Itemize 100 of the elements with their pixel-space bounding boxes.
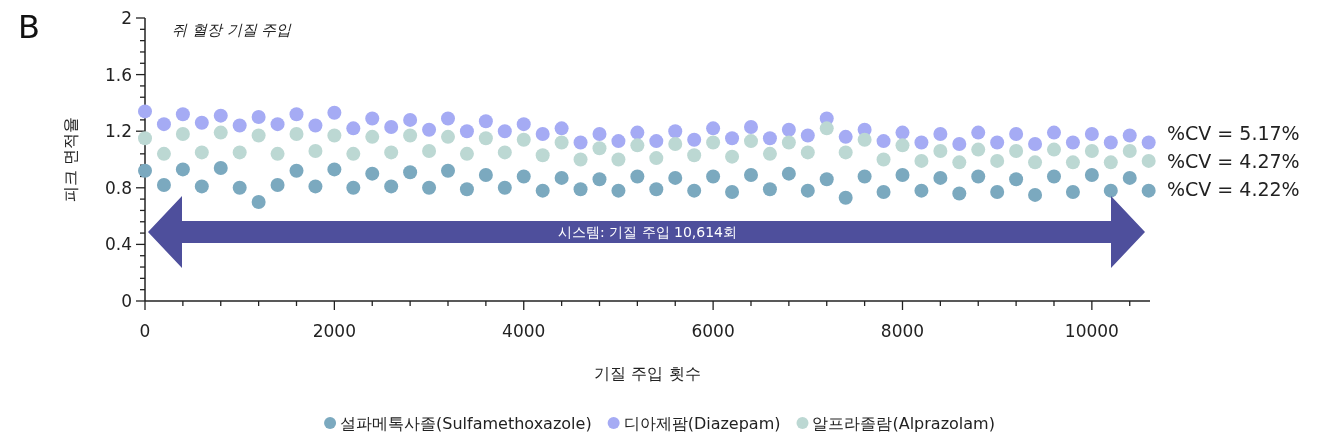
point — [592, 141, 607, 156]
point — [441, 111, 455, 126]
point — [857, 169, 872, 184]
point — [459, 146, 474, 161]
point — [876, 152, 891, 167]
point — [365, 129, 380, 144]
point — [1028, 136, 1043, 151]
point — [1141, 183, 1156, 198]
point — [175, 162, 190, 177]
point — [914, 183, 929, 198]
point — [743, 134, 758, 149]
point — [706, 121, 721, 136]
point — [270, 117, 285, 132]
point — [251, 194, 266, 209]
point — [384, 179, 399, 194]
point — [592, 127, 607, 142]
point — [914, 135, 929, 150]
point — [800, 128, 815, 143]
point — [800, 145, 815, 160]
point — [762, 182, 777, 197]
point — [971, 125, 986, 140]
point — [554, 170, 569, 185]
point — [573, 135, 588, 150]
point — [687, 148, 702, 163]
point — [1046, 142, 1061, 157]
point — [971, 169, 986, 184]
point — [990, 135, 1005, 150]
point — [1122, 170, 1137, 185]
y-tick-label: 2 — [121, 8, 132, 28]
point — [289, 163, 304, 178]
point — [630, 138, 645, 153]
x-tick-label: 4000 — [502, 321, 546, 341]
point — [346, 180, 361, 195]
point — [346, 146, 361, 161]
point — [1141, 153, 1156, 168]
point — [289, 107, 304, 122]
point — [762, 146, 777, 161]
point — [516, 169, 531, 184]
point — [497, 145, 512, 160]
x-tick-label: 0 — [139, 321, 151, 341]
point — [194, 145, 209, 160]
point — [441, 129, 455, 144]
point — [1084, 168, 1099, 183]
point — [497, 124, 512, 139]
point — [535, 127, 550, 142]
point — [933, 170, 948, 185]
point — [478, 131, 493, 146]
point — [1065, 155, 1080, 170]
point — [668, 124, 683, 139]
x-tick-label: 6000 — [691, 321, 735, 341]
point — [365, 111, 380, 126]
point — [346, 121, 361, 136]
point — [384, 145, 399, 160]
point — [251, 110, 266, 125]
point — [232, 180, 247, 195]
point — [327, 162, 342, 177]
point — [781, 166, 796, 181]
point — [800, 183, 815, 198]
point — [952, 155, 967, 170]
point — [459, 124, 474, 139]
point — [1046, 125, 1061, 140]
point — [725, 185, 740, 200]
point — [308, 144, 323, 159]
point — [459, 182, 474, 197]
point — [289, 127, 304, 142]
point — [365, 166, 380, 181]
point — [1009, 172, 1024, 187]
point — [478, 168, 493, 183]
point — [687, 132, 702, 147]
point — [649, 151, 664, 166]
legend-label: 디아제팜(Diazepam) — [623, 414, 781, 433]
point — [725, 149, 740, 164]
point — [1103, 135, 1118, 150]
point — [535, 148, 550, 163]
point — [743, 119, 758, 134]
point — [876, 185, 891, 200]
point — [138, 131, 152, 146]
point — [194, 115, 209, 130]
y-tick-label: 1.6 — [104, 64, 132, 85]
legend-label: 알프라졸람(Alprazolam) — [812, 414, 995, 433]
point — [535, 183, 550, 198]
point — [308, 118, 323, 133]
point — [952, 186, 967, 201]
point — [138, 163, 152, 178]
point — [933, 144, 948, 159]
point — [441, 163, 455, 178]
point — [1084, 127, 1099, 142]
y-tick-label: 0.4 — [104, 234, 132, 255]
x-tick-label: 2000 — [312, 321, 357, 341]
point — [308, 179, 323, 194]
point — [781, 122, 796, 137]
point — [895, 125, 910, 140]
text: %CV = 4.27% — [1167, 150, 1300, 172]
point — [895, 168, 910, 183]
point — [952, 136, 967, 151]
point — [327, 105, 342, 120]
point — [516, 132, 531, 147]
point — [478, 114, 493, 129]
point — [819, 172, 834, 187]
point — [1122, 144, 1137, 159]
